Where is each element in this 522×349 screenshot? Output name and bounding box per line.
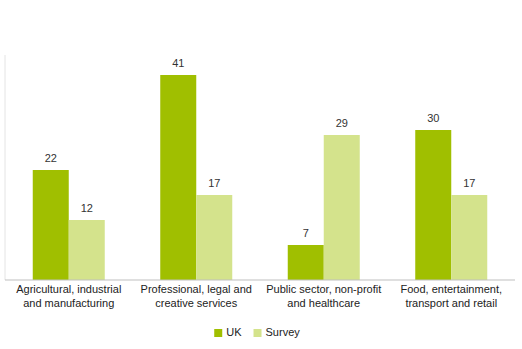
y-axis-line [5,55,6,280]
label-line: Food, entertainment, [400,283,502,295]
label-line: and healthcare [287,297,360,309]
label-line: creative services [155,297,237,309]
category-label: Agricultural, industrial and manufacturin… [16,283,121,309]
bar [196,195,232,280]
category-label: Public sector, non-profit and healthcare [266,283,381,309]
chart-container: 22 41 7 30 12 17 29 17 Agricultural, industrial a… [0,0,522,349]
chart-svg: 22 41 7 30 12 17 29 17 Agricultural, industrial a… [0,0,522,349]
data-label: 29 [336,117,348,129]
data-label: 22 [45,152,57,164]
legend: UK Survey [214,326,300,338]
category-label: Professional, legal and creative services [141,283,252,309]
bar [288,245,324,280]
category-label: Food, entertainment, transport and retail [400,283,502,309]
legend-item: Survey [254,326,301,338]
label-line: Public sector, non-profit [266,283,381,295]
legend-label: UK [226,326,242,338]
legend-swatch [214,329,222,337]
label-line: Agricultural, industrial [16,283,121,295]
bar [33,170,69,280]
label-line: transport and retail [405,297,497,309]
bars [33,75,488,280]
data-label: 30 [427,112,439,124]
label-line: Professional, legal and [141,283,252,295]
data-label: 17 [208,177,220,189]
bar [69,220,105,280]
data-labels: 22 41 7 30 12 17 29 17 [45,57,476,239]
label-line: and manufacturing [23,297,114,309]
legend-swatch [254,329,262,337]
bar [415,130,451,280]
data-label: 41 [172,57,184,69]
legend-label: Survey [266,326,301,338]
bar [324,135,360,280]
x-axis-line [5,280,515,281]
data-label: 17 [463,177,475,189]
bar [451,195,487,280]
legend-item: UK [214,326,242,338]
data-label: 7 [303,227,309,239]
data-label: 12 [81,202,93,214]
bar [160,75,196,280]
